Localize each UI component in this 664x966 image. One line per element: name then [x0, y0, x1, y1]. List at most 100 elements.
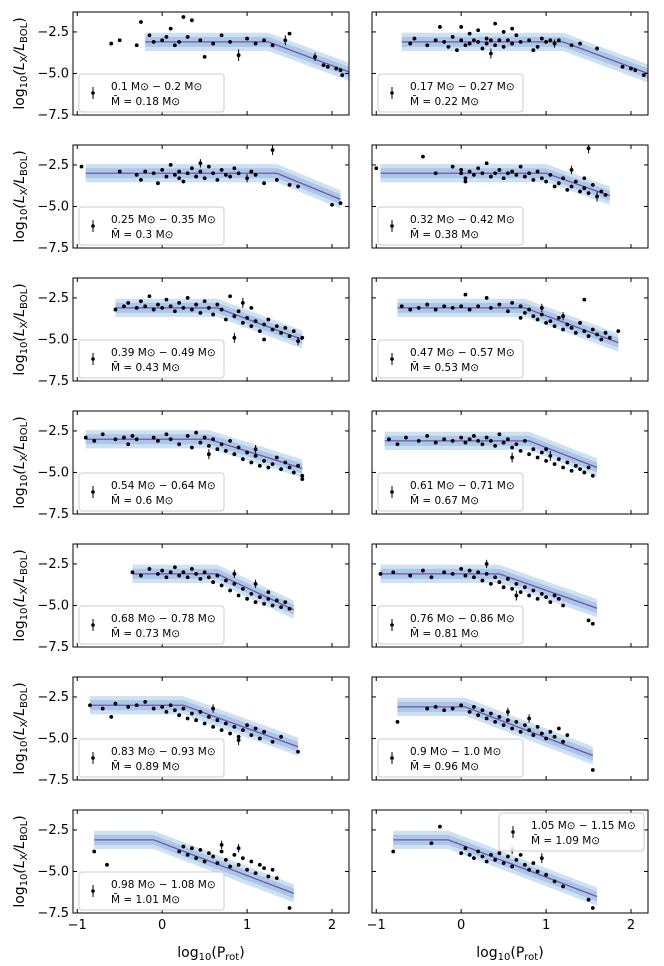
- uncertainty-band-inner: [393, 834, 598, 902]
- y-tick-label: −2.5: [37, 25, 69, 40]
- data-point: [561, 884, 565, 889]
- data-point: [641, 73, 646, 78]
- y-axis-label-part: (L: [12, 594, 28, 607]
- data-point: [599, 189, 604, 194]
- data-point: [177, 442, 182, 447]
- x-axis-label-part: (P: [211, 945, 225, 961]
- x-tick-label: 0: [457, 918, 465, 933]
- x-axis-label-part: ): [239, 945, 244, 961]
- data-point: [603, 330, 608, 335]
- data-point: [510, 455, 515, 460]
- data-point: [270, 603, 275, 608]
- y-tick-label: −5.0: [37, 598, 69, 613]
- legend-mass-range: 0.17 M⊙ − 0.27 M⊙: [410, 81, 515, 93]
- data-point: [194, 856, 199, 861]
- data-point: [510, 301, 515, 305]
- uncertainty-band-outer: [89, 696, 299, 756]
- data-point: [245, 596, 249, 601]
- data-point: [173, 708, 177, 713]
- data-point: [527, 867, 532, 872]
- panel-frame: [72, 543, 350, 648]
- data-point: [151, 706, 156, 711]
- legend-point-marker: [390, 756, 394, 760]
- panel-14: −1 0 1 2 1.05 M⊙ − 1.15 M⊙ M̄ = 1.09 M⊙: [367, 809, 649, 933]
- data-point: [287, 465, 292, 470]
- data-point: [522, 439, 527, 443]
- data-point: [497, 38, 502, 43]
- data-point: [442, 708, 447, 713]
- data-point: [391, 570, 396, 575]
- panel-frame: [72, 144, 350, 249]
- data-point: [497, 580, 502, 585]
- data-point: [164, 35, 169, 39]
- legend-box: [377, 206, 524, 246]
- data-point: [595, 46, 599, 51]
- data-point: [484, 859, 489, 864]
- data-point: [126, 301, 131, 305]
- y-axis-label-part: (L: [12, 328, 28, 341]
- data-point: [459, 304, 464, 309]
- data-point: [236, 738, 241, 743]
- data-point: [232, 852, 237, 857]
- data-point: [616, 329, 621, 334]
- data-point: [194, 302, 199, 307]
- data-point: [531, 177, 536, 182]
- data-point: [245, 867, 249, 872]
- data-point: [467, 169, 472, 174]
- data-point: [421, 568, 425, 573]
- data-point: [501, 440, 506, 445]
- data-point: [561, 465, 565, 470]
- data-point: [92, 849, 97, 854]
- legend: 0.83 M⊙ − 0.93 M⊙ M̄ = 0.89 M⊙: [78, 738, 225, 778]
- legend-mean-mass: M̄ = 0.6 M⊙: [111, 494, 173, 507]
- data-point: [510, 864, 515, 869]
- legend-box: [78, 339, 225, 379]
- data-point: [160, 705, 165, 709]
- panel-frame: [371, 410, 649, 515]
- data-point: [274, 876, 279, 881]
- data-point: [620, 64, 625, 69]
- data-point: [488, 439, 493, 443]
- data-point: [514, 581, 519, 586]
- data-point: [472, 173, 476, 177]
- uncertainty-band-inner: [145, 36, 349, 77]
- data-point: [514, 719, 519, 724]
- data-point: [527, 171, 532, 176]
- legend-box: [377, 472, 524, 512]
- y-axis-label-part: 10: [19, 874, 30, 887]
- data-point: [459, 171, 464, 176]
- data-point: [518, 315, 523, 320]
- panel-plot-area: [130, 564, 295, 619]
- data-point: [300, 473, 305, 478]
- legend-box: [498, 812, 645, 852]
- data-point: [181, 844, 186, 849]
- y-tick-label: −2.5: [37, 823, 69, 838]
- data-point: [189, 711, 194, 716]
- data-point: [177, 169, 182, 174]
- data-point: [109, 41, 114, 46]
- data-point: [177, 713, 182, 718]
- y-tick-label: −2.5: [37, 557, 69, 572]
- data-point: [459, 435, 464, 440]
- data-point: [467, 437, 472, 442]
- data-point: [245, 36, 249, 41]
- data-point: [130, 570, 135, 575]
- data-point: [455, 48, 459, 53]
- data-point: [565, 733, 570, 738]
- data-point: [215, 302, 220, 307]
- data-point: [134, 43, 139, 48]
- panel-plot-area: [378, 559, 598, 626]
- data-point: [279, 605, 283, 610]
- data-point: [527, 728, 532, 733]
- panel-frame: [371, 144, 649, 249]
- y-axis-label-part: (L: [12, 62, 28, 75]
- data-point: [185, 852, 190, 857]
- data-point: [79, 164, 84, 169]
- data-point: [232, 581, 237, 586]
- data-point: [262, 866, 266, 871]
- panel-12: 0.9 M⊙ − 1.0 M⊙ M̄ = 0.96 M⊙: [371, 676, 649, 781]
- data-point: [266, 465, 271, 470]
- data-point: [253, 453, 258, 458]
- data-point: [599, 337, 604, 342]
- legend-mass-range: 0.25 M⊙ − 0.35 M⊙: [111, 214, 216, 226]
